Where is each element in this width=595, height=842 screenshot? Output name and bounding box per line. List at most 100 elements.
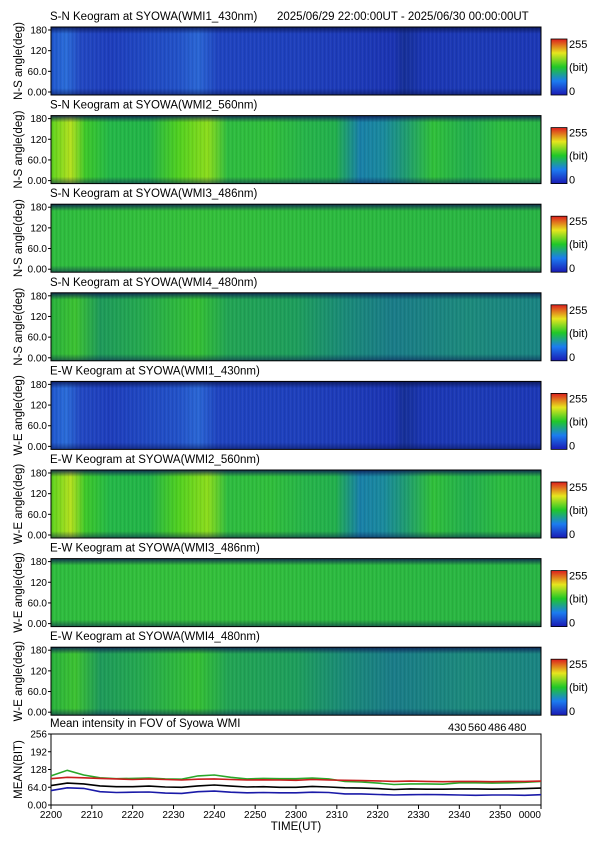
keogram-y-axis-label: W-E angle(deg) — [13, 641, 25, 721]
keogram-y-tick-label: 180 — [30, 380, 47, 391]
y-tick-label: 192 — [30, 747, 47, 758]
series-line-486 — [50, 776, 542, 783]
keogram-y-tick-label: 0.00 — [28, 265, 48, 276]
keogram-edge-shade — [51, 27, 541, 95]
keogram-y-axis-label: N-S angle(deg) — [13, 288, 25, 366]
keogram-y-tick-label: 0.00 — [28, 176, 48, 187]
keogram-title: E-W Keogram at SYOWA(WMI2_560nm) — [50, 454, 260, 466]
colorbar — [550, 392, 568, 450]
keogram-y-axis-label: W-E angle(deg) — [13, 552, 25, 632]
colorbar — [550, 304, 568, 362]
x-tick-label: 2340 — [448, 810, 471, 821]
keogram-y-tick-label: 120 — [30, 135, 47, 146]
keogram-frame — [50, 380, 542, 450]
keogram-y-tick-label: 180 — [30, 469, 47, 480]
keogram-edge-shade — [51, 558, 541, 627]
keogram-panel: E-W Keogram at SYOWA(WMI2_560nm)180 120 60… — [13, 454, 588, 544]
x-tick-label: 2310 — [326, 810, 349, 821]
keogram-edge-shade — [51, 381, 541, 450]
colorbar-max-label: 255 — [569, 659, 587, 671]
keogram-y-tick-label: 60.0 — [28, 67, 48, 78]
keogram-frame — [50, 26, 542, 96]
keogram-y-tick-label: 0.00 — [28, 353, 48, 364]
keogram-y-tick-label: 120 — [30, 312, 47, 323]
keogram-panel: E-W Keogram at SYOWA(WMI4_480nm)180 120 60… — [13, 631, 588, 721]
keogram-y-axis-label: N-S angle(deg) — [13, 22, 25, 100]
x-tick-label: 2350 — [489, 810, 512, 821]
keogram-y-tick-label: 180 — [30, 557, 47, 568]
keogram-y-tick-label: 180 — [30, 646, 47, 657]
keogram-edge-shade — [51, 115, 541, 184]
keogram-y-tick-label: 0.00 — [28, 88, 48, 99]
y-axis-label: MEAN(BIT) — [13, 740, 25, 799]
keogram-panel: S-N Keogram at SYOWA(WMI4_480nm)180 120 60… — [13, 277, 588, 366]
keogram-frame — [50, 646, 542, 716]
colorbar-max-label: 255 — [569, 571, 587, 583]
keogram-title: E-W Keogram at SYOWA(WMI4_480nm) — [50, 631, 260, 643]
keogram-y-tick-label: 180 — [30, 114, 47, 125]
keogram-title: E-W Keogram at SYOWA(WMI1_430nm) — [50, 365, 260, 377]
keogram-y-tick-label: 120 — [30, 578, 47, 589]
colorbar-max-label: 255 — [569, 216, 587, 228]
keogram-y-tick-label: 60.0 — [28, 598, 48, 609]
keogram-y-tick-label: 60.0 — [28, 333, 48, 344]
keogram-panel: S-N Keogram at SYOWA(WMI3_486nm)180 120 60… — [13, 188, 588, 277]
keogram-edge-shade — [51, 647, 541, 716]
x-tick-label: 2320 — [367, 810, 390, 821]
keogram-panels: S-N Keogram at SYOWA(WMI1_430nm)18012060… — [13, 11, 588, 721]
colorbar-max-label: 255 — [569, 305, 587, 317]
x-axis-label: TIME(UT) — [271, 821, 322, 833]
colorbar-unit-label: (bit) — [569, 151, 588, 163]
colorbar-min-label: 0 — [569, 529, 575, 541]
chart-title: Mean intensity in FOV of Syowa WMI — [50, 718, 240, 730]
colorbar — [550, 481, 568, 539]
colorbar-unit-label: (bit) — [569, 416, 588, 428]
keogram-title: S-N Keogram at SYOWA(WMI2_560nm) — [50, 100, 257, 112]
x-tick-label: 2210 — [81, 810, 104, 821]
keogram-y-axis-label: W-E angle(deg) — [13, 464, 25, 544]
x-tick-label: 2220 — [122, 810, 145, 821]
keogram-y-tick-label: 120 — [30, 223, 47, 234]
keogram-y-tick-label: 120 — [30, 666, 47, 677]
x-tick-label: 2200 — [40, 810, 63, 821]
colorbar-min-label: 0 — [569, 175, 575, 187]
mean-intensity-panel: Mean intensity in FOV of Syowa WMI 430 560… — [13, 718, 542, 833]
keogram-title: S-N Keogram at SYOWA(WMI1_430nm) — [50, 11, 257, 23]
colorbar-max-label: 255 — [569, 482, 587, 494]
colorbar — [550, 658, 568, 716]
keogram-y-tick-label: 60.0 — [28, 244, 48, 255]
legend-entry: 480 — [508, 722, 526, 734]
keogram-y-tick-label: 60.0 — [28, 510, 48, 521]
x-tick-label: 2300 — [285, 810, 308, 821]
colorbar-unit-label: (bit) — [569, 682, 588, 694]
colorbar — [550, 38, 568, 96]
keogram-y-tick-label: 60.0 — [28, 687, 48, 698]
keogram-y-tick-label: 60.0 — [28, 421, 48, 432]
colorbar-min-label: 0 — [569, 706, 575, 718]
x-tick-label: 2240 — [203, 810, 226, 821]
series-line-560 — [50, 769, 542, 786]
keogram-frame — [50, 558, 542, 628]
keogram-y-axis-label: N-S angle(deg) — [13, 199, 25, 277]
keogram-edge-shade — [51, 292, 541, 361]
keogram-y-tick-label: 120 — [30, 489, 47, 500]
colorbar-max-label: 255 — [569, 128, 587, 140]
keogram-y-tick-label: 180 — [30, 291, 47, 302]
keogram-panel: E-W Keogram at SYOWA(WMI1_430nm)180 120 60… — [13, 365, 588, 455]
x-tick-label: 2230 — [162, 810, 185, 821]
keogram-y-tick-label: 0.00 — [28, 619, 48, 630]
keogram-y-tick-label: 180 — [30, 26, 47, 37]
keogram-frame — [50, 203, 542, 273]
colorbar — [550, 570, 568, 627]
colorbar-unit-label: (bit) — [569, 62, 588, 74]
keogram-edge-shade — [51, 204, 541, 273]
y-tick-label: 0.00 — [28, 801, 48, 812]
keogram-title: E-W Keogram at SYOWA(WMI3_486nm) — [50, 543, 260, 555]
colorbar-min-label: 0 — [569, 618, 575, 630]
colorbar-unit-label: (bit) — [569, 594, 588, 606]
keogram-y-tick-label: 0.00 — [28, 531, 48, 542]
series-line-480 — [50, 782, 542, 791]
keogram-y-tick-label: 180 — [30, 203, 47, 214]
x-tick-label: 2250 — [244, 810, 267, 821]
